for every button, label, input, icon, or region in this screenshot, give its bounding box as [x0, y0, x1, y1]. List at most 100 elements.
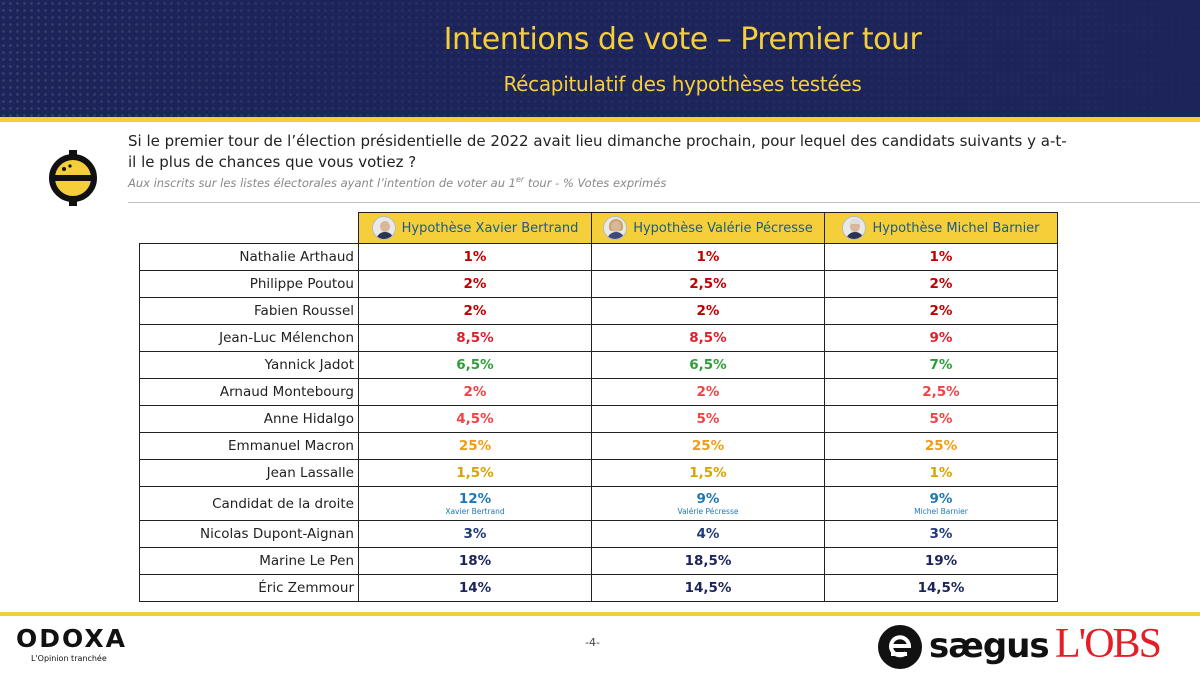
hypothesis-header-pecresse: Hypothèse Valérie Pécresse: [591, 212, 825, 244]
candidate-subtext: Michel Barnier: [914, 507, 968, 516]
vote-share-cell: 25%: [591, 432, 825, 460]
table-row: Fabien Roussel 2% 2% 2%: [139, 297, 1058, 325]
results-table: Hypothèse Xavier Bertrand Hypothèse Valé…: [139, 212, 1058, 602]
note-prefix: Aux inscrits sur les listes électorales …: [128, 175, 516, 190]
vote-share-value: 5%: [696, 411, 720, 427]
table-row: Éric Zemmour 14% 14,5% 14,5%: [139, 574, 1058, 602]
vote-share-value: 2,5%: [689, 276, 727, 292]
candidate-name: Arnaud Montebourg: [139, 378, 359, 406]
vote-share-cell: 4%: [591, 520, 825, 548]
slide-title: Intentions de vote – Premier tour: [443, 22, 922, 57]
candidate-name: Yannick Jadot: [139, 351, 359, 379]
lobs-logo: L'OBS: [1055, 621, 1162, 667]
vote-share-cell: 1%: [591, 243, 825, 271]
odoxa-wordmark: ODOXA: [16, 624, 127, 653]
vote-share-value: 14%: [458, 580, 492, 596]
table-header-row: Hypothèse Xavier Bertrand Hypothèse Valé…: [140, 212, 1058, 244]
vote-share-value: 4,5%: [456, 411, 494, 427]
vote-share-value: 2%: [929, 303, 953, 319]
candidate-name: Fabien Roussel: [139, 297, 359, 325]
vote-share-value: 1%: [929, 249, 953, 265]
vote-share-cell: 2%: [358, 297, 592, 325]
vote-share-cell: 8,5%: [358, 324, 592, 352]
vote-share-cell: 14,5%: [824, 574, 1058, 602]
vote-share-cell: 5%: [591, 405, 825, 433]
table-row: Anne Hidalgo 4,5% 5% 5%: [139, 405, 1058, 433]
table-row: Philippe Poutou 2% 2,5% 2%: [139, 270, 1058, 298]
candidate-name: Nathalie Arthaud: [139, 243, 359, 271]
vote-share-cell: 6,5%: [591, 351, 825, 379]
odoxa-mark-icon: [49, 150, 97, 206]
barnier-avatar: [842, 216, 867, 240]
candidate-subtext: Valérie Pécresse: [677, 507, 739, 516]
table-row: Jean-Luc Mélenchon 8,5% 8,5% 9%: [139, 324, 1058, 352]
table-row: Jean Lassalle 1,5% 1,5% 1%: [139, 459, 1058, 487]
saegus-logo-icon: [878, 625, 922, 669]
vote-share-value: 1%: [696, 249, 720, 265]
vote-share-cell: 2%: [824, 297, 1058, 325]
vote-share-value: 6,5%: [689, 357, 727, 373]
vote-share-cell: 9% Valérie Pécresse: [591, 486, 825, 521]
vote-share-value: 9%: [929, 491, 953, 507]
vote-share-cell: 8,5%: [591, 324, 825, 352]
vote-share-cell: 6,5%: [358, 351, 592, 379]
pecresse-avatar: [603, 216, 628, 240]
vote-share-value: 6,5%: [456, 357, 494, 373]
hypothesis-header-barnier: Hypothèse Michel Barnier: [824, 212, 1058, 244]
header-banner: Intentions de vote – Premier tour Récapi…: [0, 0, 1200, 117]
vote-share-cell: 1%: [358, 243, 592, 271]
question-note: Aux inscrits sur les listes électorales …: [128, 175, 666, 190]
vote-share-value: 25%: [458, 438, 492, 454]
candidate-name: Nicolas Dupont-Aignan: [139, 520, 359, 548]
vote-share-cell: 1,5%: [591, 459, 825, 487]
vote-share-value: 4%: [696, 526, 720, 542]
footer-divider: [0, 612, 1200, 616]
note-superscript: er: [516, 175, 525, 184]
candidate-name: Jean-Luc Mélenchon: [139, 324, 359, 352]
vote-share-cell: 19%: [824, 547, 1058, 575]
candidate-name: Éric Zemmour: [139, 574, 359, 602]
vote-share-cell: 25%: [824, 432, 1058, 460]
vote-share-value: 8,5%: [689, 330, 727, 346]
vote-share-value: 12%: [458, 491, 492, 507]
vote-share-value: 19%: [924, 553, 958, 569]
odoxa-tagline: L'Opinion tranchée: [31, 654, 107, 663]
header-overlay: [0, 0, 1200, 117]
vote-share-cell: 4,5%: [358, 405, 592, 433]
vote-share-cell: 14,5%: [591, 574, 825, 602]
vote-share-value: 2%: [463, 303, 487, 319]
vote-share-value: 8,5%: [456, 330, 494, 346]
table-row: Nathalie Arthaud 1% 1% 1%: [139, 243, 1058, 271]
vote-share-cell: 3%: [824, 520, 1058, 548]
vote-share-value: 25%: [924, 438, 958, 454]
vote-share-cell: 18%: [358, 547, 592, 575]
note-suffix: tour - % Votes exprimés: [524, 175, 667, 190]
candidate-name: Emmanuel Macron: [139, 432, 359, 460]
vote-share-value: 18,5%: [684, 553, 732, 569]
table-row: Arnaud Montebourg 2% 2% 2,5%: [139, 378, 1058, 406]
candidate-name: Marine Le Pen: [139, 547, 359, 575]
vote-share-cell: 2%: [591, 378, 825, 406]
vote-share-cell: 9% Michel Barnier: [824, 486, 1058, 521]
vote-share-cell: 18,5%: [591, 547, 825, 575]
vote-share-value: 1%: [463, 249, 487, 265]
table-row: Emmanuel Macron 25% 25% 25%: [139, 432, 1058, 460]
vote-share-cell: 2%: [591, 297, 825, 325]
vote-share-cell: 9%: [824, 324, 1058, 352]
corner-cell: [140, 213, 359, 244]
hypothesis-label: Hypothèse Michel Barnier: [872, 220, 1040, 236]
vote-share-value: 14,5%: [917, 580, 965, 596]
vote-share-value: 2%: [696, 303, 720, 319]
vote-share-value: 9%: [696, 491, 720, 507]
vote-share-value: 1,5%: [689, 465, 727, 481]
hypothesis-label: Hypothèse Xavier Bertrand: [401, 220, 579, 236]
candidate-name: Anne Hidalgo: [139, 405, 359, 433]
vote-share-value: 2,5%: [922, 384, 960, 400]
vote-share-cell: 5%: [824, 405, 1058, 433]
vote-share-value: 18%: [458, 553, 492, 569]
vote-share-value: 2%: [696, 384, 720, 400]
question-rule: [128, 202, 1200, 203]
vote-share-cell: 1,5%: [358, 459, 592, 487]
slide-subtitle: Récapitulatif des hypothèses testées: [503, 72, 862, 96]
